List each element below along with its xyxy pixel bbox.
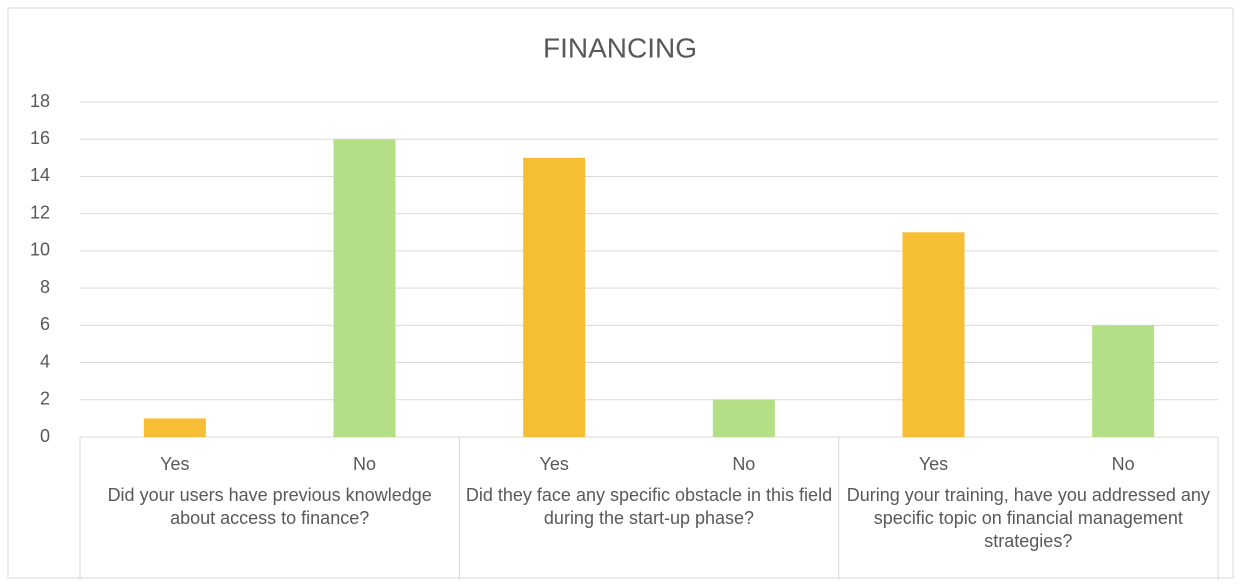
- group-label: Did your users have previous knowledge a…: [107, 485, 432, 528]
- y-tick-label: 16: [30, 128, 50, 148]
- bar: [1092, 325, 1155, 437]
- y-tick-label: 4: [40, 351, 50, 371]
- bar: [902, 232, 965, 437]
- y-tick-label: 8: [40, 277, 50, 297]
- x-tick-label: No: [353, 454, 376, 474]
- y-tick-label: 0: [40, 426, 50, 446]
- x-tick-label: Yes: [919, 454, 948, 474]
- y-tick-label: 10: [30, 240, 50, 260]
- x-tick-label: Yes: [539, 454, 568, 474]
- bar: [712, 399, 775, 437]
- x-tick-label: Yes: [160, 454, 189, 474]
- group-label: Did they face any specific obstacle in t…: [465, 485, 833, 528]
- x-tick-label: No: [1112, 454, 1135, 474]
- chart-title: FINANCING: [543, 32, 697, 63]
- y-tick-label: 14: [30, 165, 50, 185]
- bar: [523, 157, 586, 438]
- y-tick-label: 6: [40, 314, 50, 334]
- y-tick-label: 12: [30, 202, 50, 222]
- x-tick-label: No: [732, 454, 755, 474]
- chart-border: [7, 7, 1234, 579]
- y-tick-label: 18: [30, 91, 50, 111]
- group-label: During your training, have you addressed…: [846, 485, 1210, 551]
- y-tick-label: 2: [40, 389, 50, 409]
- bar: [333, 139, 396, 437]
- bar: [143, 418, 206, 437]
